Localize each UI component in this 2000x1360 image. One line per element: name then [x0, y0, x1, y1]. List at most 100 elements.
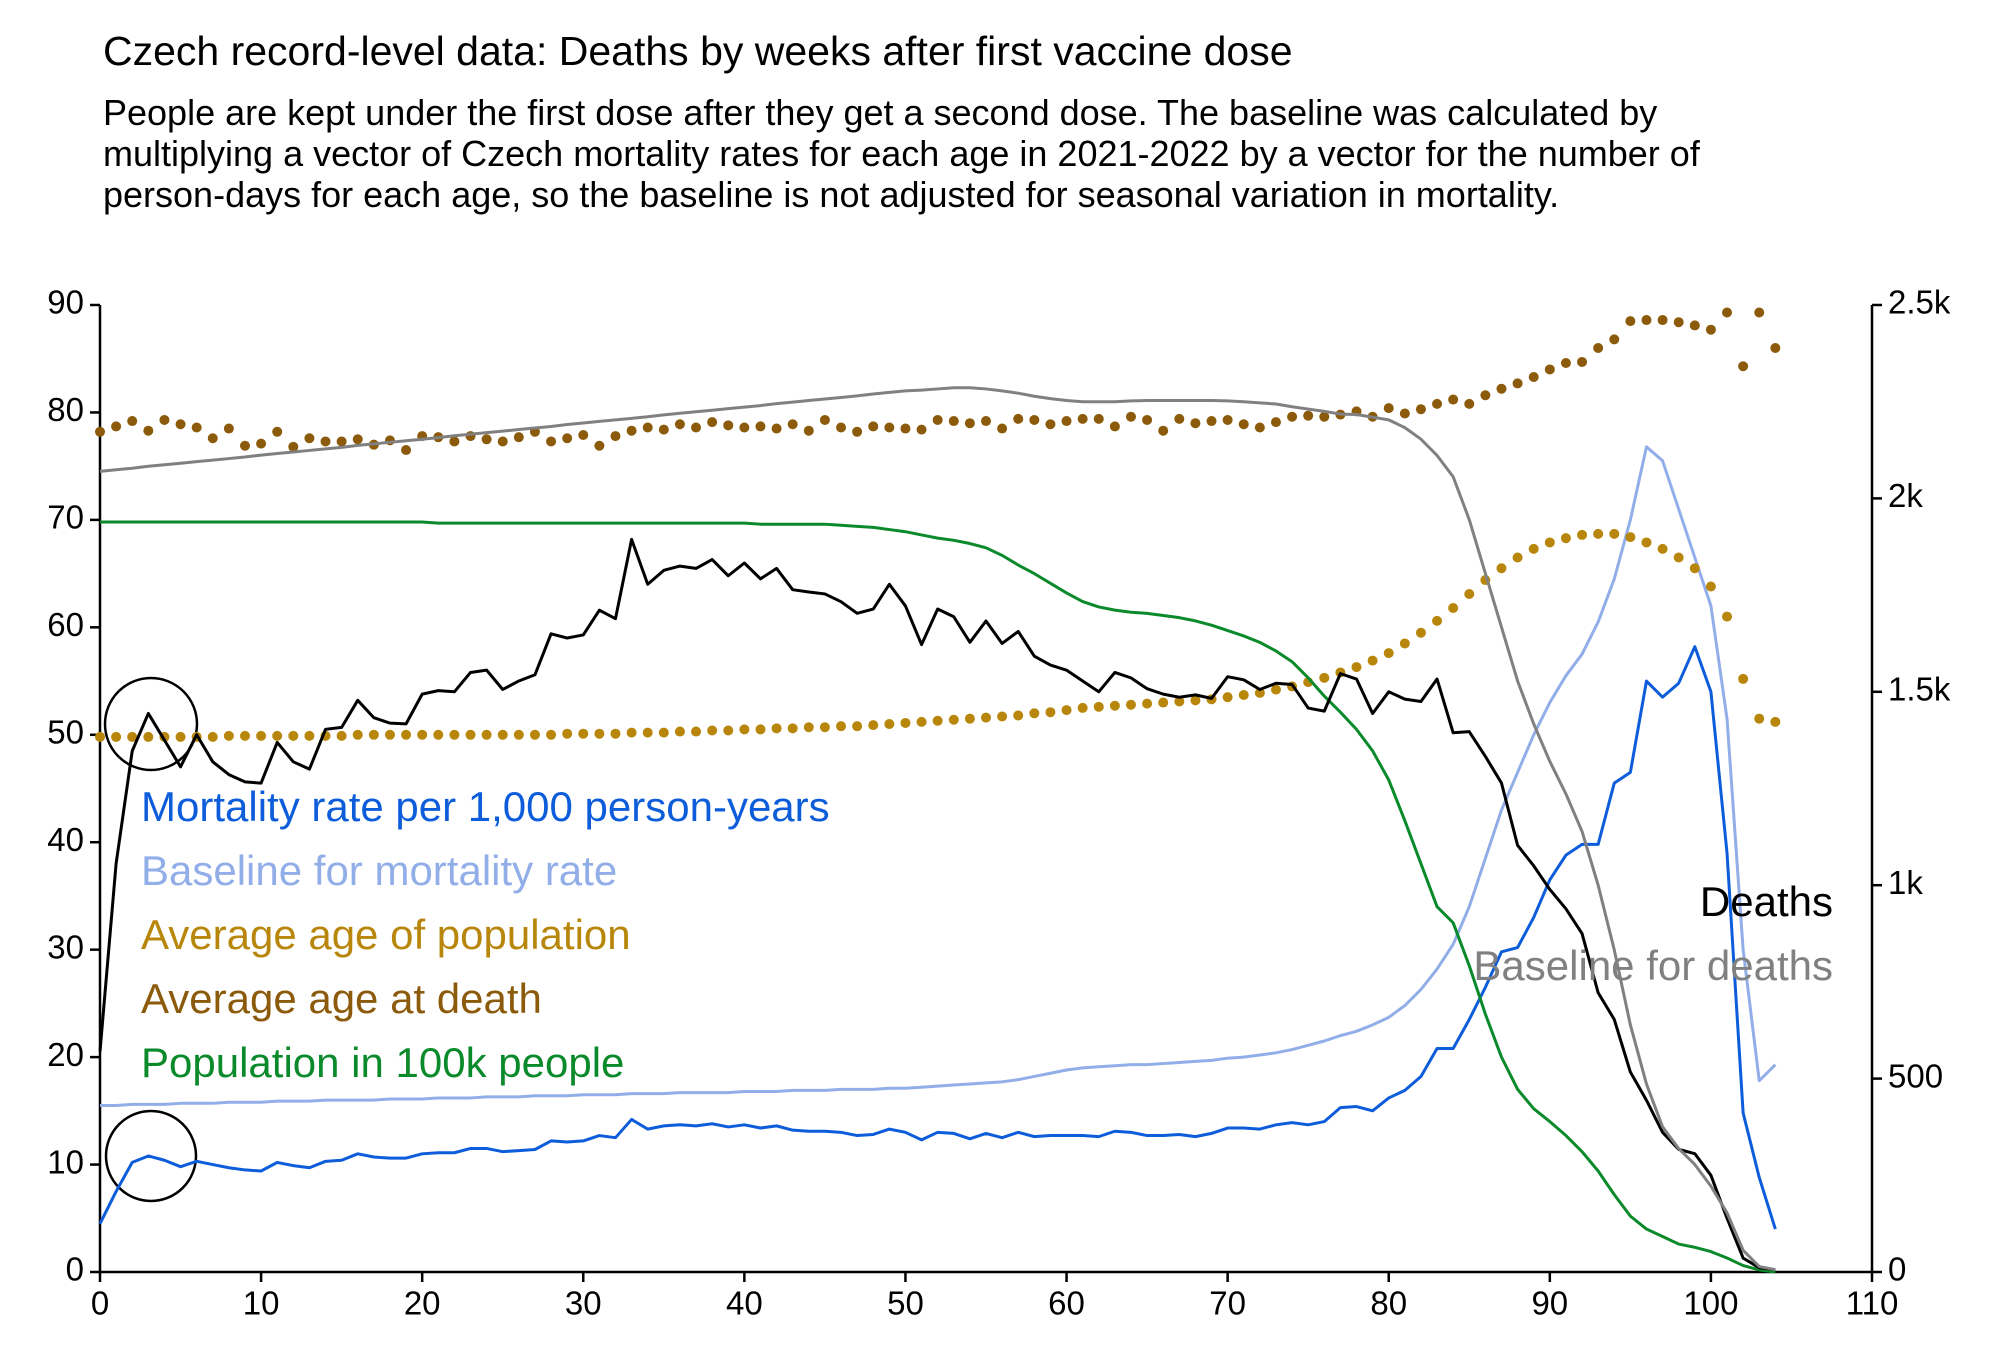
data-point: [1657, 315, 1668, 326]
data-point: [433, 729, 444, 740]
data-point: [111, 731, 122, 742]
data-point: [1528, 371, 1539, 382]
y2-tick-label: 2k: [1888, 477, 1923, 514]
data-point: [497, 729, 508, 740]
y-tick-label: 30: [47, 928, 84, 965]
data-point: [932, 715, 943, 726]
data-point: [1754, 307, 1765, 318]
data-point: [610, 431, 621, 442]
data-point: [948, 714, 959, 725]
data-point: [852, 426, 863, 437]
legend-label: Average age at death: [141, 975, 542, 1022]
data-point: [1061, 705, 1072, 716]
data-point: [336, 730, 347, 741]
x-tick-label: 0: [91, 1285, 109, 1322]
data-point: [964, 713, 975, 724]
data-point: [320, 436, 331, 447]
x-tick-label: 90: [1531, 1285, 1568, 1322]
data-point: [819, 414, 830, 425]
y-tick-label: 40: [47, 821, 84, 858]
series-line: [99, 386, 1776, 1272]
y2-tick-label: 1k: [1888, 864, 1923, 901]
data-point: [1673, 552, 1684, 563]
data-point: [465, 729, 476, 740]
data-point: [1045, 419, 1056, 430]
data-point: [1689, 563, 1700, 574]
data-point: [626, 425, 637, 436]
data-point: [932, 414, 943, 425]
data-point: [884, 719, 895, 730]
data-point: [1109, 421, 1120, 432]
data-point: [884, 422, 895, 433]
data-point: [529, 729, 540, 740]
data-point: [1077, 413, 1088, 424]
data-point: [1432, 615, 1443, 626]
data-point: [1238, 419, 1249, 430]
x-tick-label: 40: [726, 1285, 763, 1322]
data-point: [352, 729, 363, 740]
data-point: [819, 722, 830, 733]
data-point: [95, 731, 105, 742]
data-point: [288, 441, 299, 452]
data-point: [1077, 702, 1088, 713]
chart-subtitle: People are kept under the first dose aft…: [103, 92, 1700, 215]
data-point: [1383, 648, 1394, 659]
x-tick-label: 20: [404, 1285, 441, 1322]
data-point: [1705, 324, 1716, 335]
data-point: [642, 422, 653, 433]
data-point: [288, 730, 299, 741]
data-point: [449, 729, 460, 740]
data-point: [916, 716, 927, 727]
data-point: [481, 729, 492, 740]
data-point: [1464, 589, 1475, 600]
data-point: [207, 433, 218, 444]
y-tick-label: 50: [47, 713, 84, 750]
data-point: [1593, 528, 1604, 539]
data-point: [1045, 707, 1056, 718]
data-point: [127, 731, 138, 742]
data-point: [787, 419, 798, 430]
data-point: [707, 725, 718, 736]
data-point: [1029, 708, 1040, 719]
highlight-circle: [103, 676, 199, 772]
data-point: [143, 731, 154, 742]
data-point: [1013, 413, 1024, 424]
data-point: [1722, 307, 1733, 318]
data-point: [207, 731, 218, 742]
data-point: [771, 423, 782, 434]
data-point: [1544, 364, 1555, 375]
data-point: [1093, 701, 1104, 712]
data-point: [803, 722, 814, 733]
x-tick-label: 110: [1846, 1285, 1899, 1322]
data-point: [1415, 404, 1426, 415]
data-point: [1125, 699, 1136, 710]
data-point: [513, 729, 524, 740]
data-point: [111, 421, 122, 432]
y2-tick-label: 2.5k: [1888, 284, 1951, 321]
y-tick-label: 90: [47, 284, 84, 321]
data-point: [578, 728, 589, 739]
data-point: [658, 424, 669, 435]
series-line: [98, 537, 1776, 1272]
data-point: [723, 420, 734, 431]
data-point: [755, 421, 766, 432]
data-point: [304, 730, 315, 741]
data-point: [1770, 342, 1781, 353]
y-tick-label: 60: [47, 606, 84, 643]
data-point: [578, 430, 589, 441]
y-tick-label: 10: [47, 1143, 84, 1180]
data-point: [916, 424, 927, 435]
data-point: [175, 419, 186, 430]
data-point: [1560, 533, 1571, 544]
legend-label: Baseline for deaths: [1473, 942, 1833, 989]
data-point: [1254, 687, 1265, 698]
data-point: [707, 417, 718, 428]
data-point: [1464, 398, 1475, 409]
data-point: [95, 426, 105, 437]
data-point: [1383, 403, 1394, 414]
y-tick-label: 70: [47, 499, 84, 536]
legend-label: Mortality rate per 1,000 person-years: [141, 783, 830, 830]
data-point: [1705, 581, 1716, 592]
